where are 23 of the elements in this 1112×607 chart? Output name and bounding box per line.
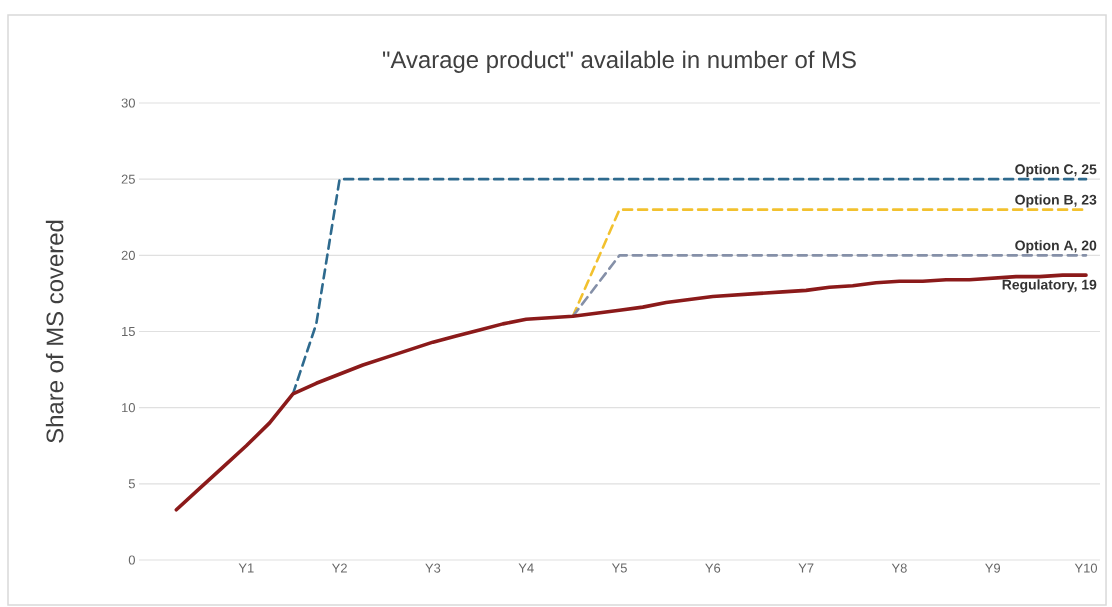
x-tick-label: Y10 [1074, 563, 1098, 573]
y-axis-title: Share of MS covered [45, 220, 64, 443]
y-tick-label: 30 [121, 98, 135, 108]
y-tick-label: 20 [121, 250, 135, 260]
x-tick-label: Y4 [518, 563, 534, 573]
y-tick-label: 25 [121, 174, 135, 184]
y-tick-label: 5 [128, 479, 135, 489]
series-label: Option A, 20 [1015, 240, 1097, 254]
x-tick-label: Y9 [985, 563, 1001, 573]
x-tick-label: Y5 [611, 563, 627, 573]
x-tick-label: Y6 [705, 563, 721, 573]
series-label: Regulatory, 19 [1002, 279, 1097, 293]
series-label: Option C, 25 [1015, 163, 1097, 177]
chart-title: "Avarage product" available in number of MS [382, 50, 856, 73]
x-tick-label: Y8 [891, 563, 907, 573]
x-tick-label: Y1 [238, 563, 254, 573]
x-tick-label: Y2 [331, 563, 347, 573]
y-tick-label: 15 [122, 326, 135, 337]
y-tick-label: 10 [122, 403, 135, 413]
y-tick-label: 0 [128, 555, 135, 565]
series-label: Option B, 23 [1015, 194, 1097, 208]
x-tick-label: Y3 [425, 563, 441, 573]
x-tick-label: Y7 [798, 563, 814, 573]
